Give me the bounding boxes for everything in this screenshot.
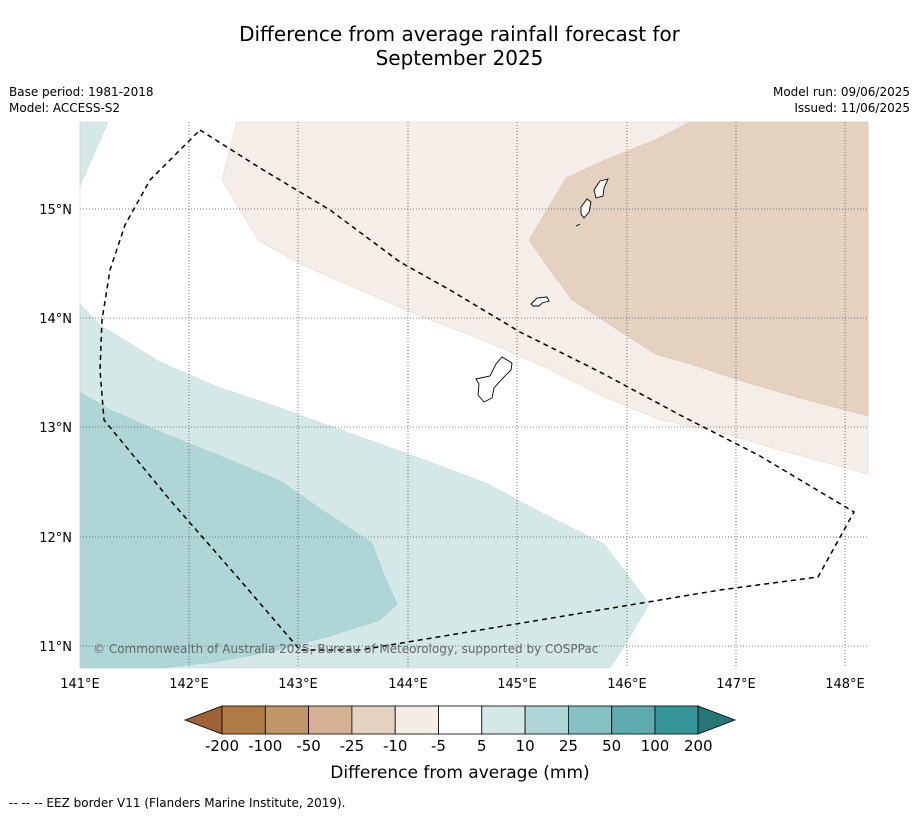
colorbar-tick-label: 5 (477, 737, 487, 755)
meta-left: Base period: 1981-2018 Model: ACCESS-S2 (9, 84, 154, 116)
colorbar-segment (524, 705, 569, 735)
colorbar-segment (654, 705, 699, 735)
base-period: Base period: 1981-2018 (9, 85, 154, 99)
colorbar-tick-label: -100 (248, 737, 282, 755)
colorbar-segment (568, 705, 613, 735)
map-grid (80, 122, 868, 668)
map-area: © Commonwealth of Australia 2025, Bureau… (79, 121, 869, 669)
colorbar-segment (481, 705, 526, 735)
lon-label-141e: 141°E (60, 677, 100, 692)
colorbar-tick-label: -10 (383, 737, 408, 755)
colorbar-tick-label: 200 (684, 737, 713, 755)
colorbar-segment (611, 705, 656, 735)
dry-mid-region (528, 121, 869, 417)
lat-label-12n: 12°N (39, 531, 72, 546)
colorbar-tick-label: 50 (602, 737, 621, 755)
colorbar-segment (438, 705, 483, 735)
lon-tick-labels: 141°E 142°E 143°E 144°E 145°E 146°E 147°… (60, 677, 865, 692)
saipan-island (593, 178, 609, 199)
lon-label-147e: 147°E (716, 677, 756, 692)
model-name: Model: ACCESS-S2 (9, 101, 121, 115)
lon-label-146e: 146°E (607, 677, 647, 692)
lat-label-11n: 11°N (39, 640, 72, 655)
lat-label-13n: 13°N (39, 421, 72, 436)
tinian-island (580, 198, 592, 219)
eez-border (99, 129, 856, 651)
colorbar-tick-label: 10 (516, 737, 535, 755)
colorbar-left-arrow (183, 705, 223, 735)
colorbar-tick-label: 100 (641, 737, 670, 755)
wet-mid-region (79, 391, 398, 669)
chart-title: Difference from average rainfall forecas… (0, 22, 919, 70)
lon-label-144e: 144°E (388, 677, 428, 692)
colorbar: -200 -100 -50 -25 -10 -5 5 10 25 50 100 200 Differe… (183, 705, 737, 783)
copyright-text: © Commonwealth of Australia 2025, Bureau… (93, 642, 598, 656)
aguijan-island (575, 223, 581, 227)
colorbar-tick-label: 25 (559, 737, 578, 755)
lon-label-143e: 143°E (278, 677, 318, 692)
colorbar-tick-label: -25 (340, 737, 365, 755)
lon-label-145e: 145°E (497, 677, 537, 692)
colorbar-tick-label: -200 (205, 737, 239, 755)
colorbar-segment (394, 705, 439, 735)
lat-tick-labels: 15°N 14°N 13°N 12°N 11°N (39, 203, 72, 655)
meta-right: Model run: 09/06/2025 Issued: 11/06/2025 (773, 84, 910, 116)
colorbar-segment (264, 705, 309, 735)
lon-label-142e: 142°E (169, 677, 209, 692)
lat-label-14n: 14°N (39, 312, 72, 327)
model-run: Model run: 09/06/2025 (772, 85, 910, 99)
title-line-1: Difference from average rainfall forecas… (239, 22, 680, 46)
colorbar-segment (308, 705, 353, 735)
lat-label-15n: 15°N (39, 203, 72, 218)
colorbar-tick-label: -50 (296, 737, 321, 755)
guam-island (475, 356, 513, 403)
title-line-2: September 2025 (375, 46, 544, 70)
colorbar-right-arrow (697, 705, 737, 735)
colorbar-segment (351, 705, 396, 735)
colorbar-tick-label: -5 (431, 737, 446, 755)
colorbar-segment (221, 705, 266, 735)
issued-date: Issued: 11/06/2025 (794, 101, 910, 115)
colorbar-label: Difference from average (mm) (330, 763, 589, 783)
rota-island (530, 296, 550, 307)
eez-legend: -- -- -- EEZ border V11 (Flanders Marine… (9, 796, 346, 810)
lon-label-148e: 148°E (825, 677, 865, 692)
